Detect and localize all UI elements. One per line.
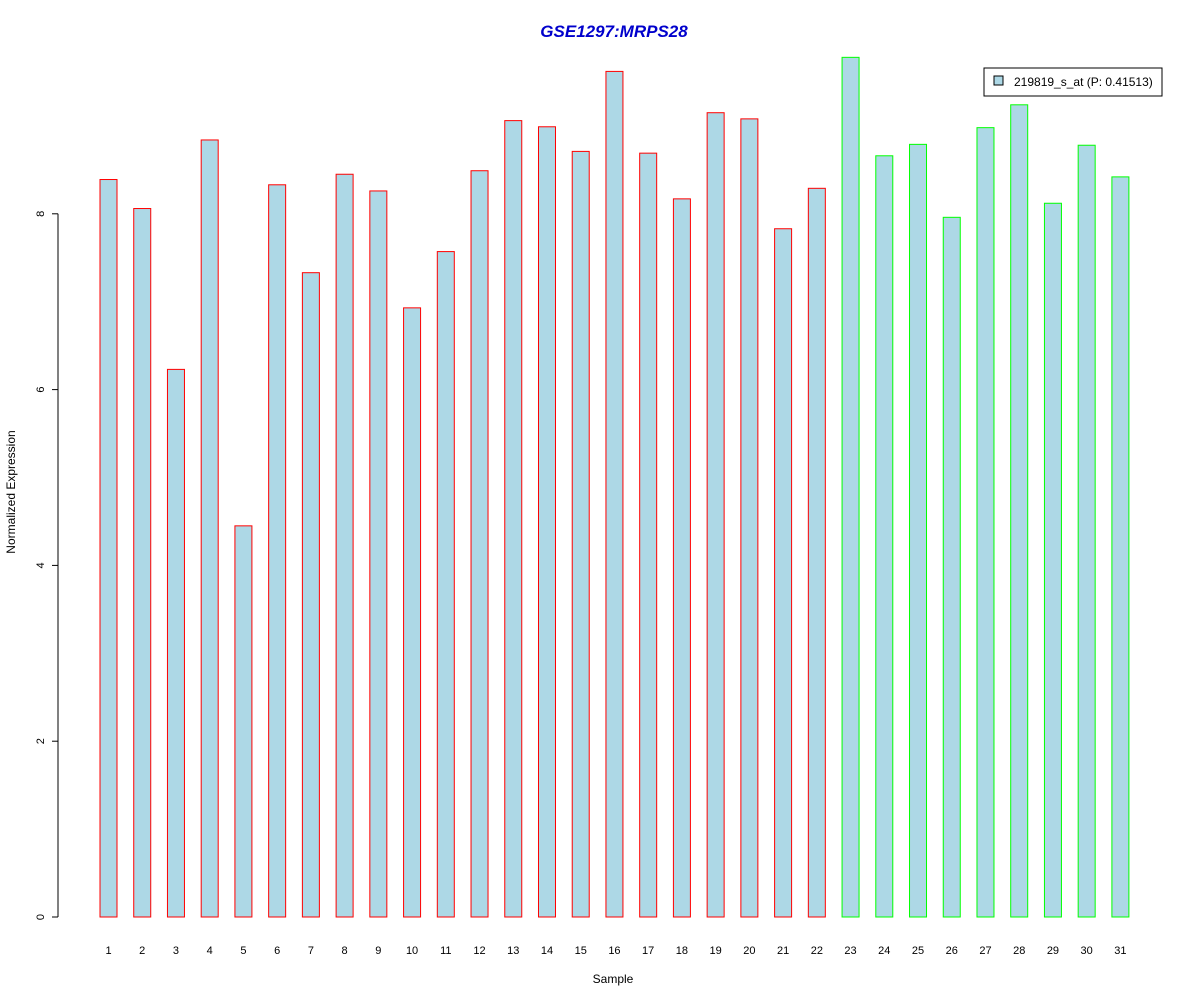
legend-label: 219819_s_at (P: 0.41513) [1014, 75, 1153, 89]
x-tick-label: 17 [642, 945, 654, 957]
bar [1077, 144, 1096, 918]
bar [1010, 104, 1029, 918]
x-tick-label: 16 [608, 945, 620, 957]
bar [740, 118, 759, 918]
x-tick-label: 9 [375, 945, 381, 957]
bar [706, 112, 725, 918]
bar [942, 216, 961, 918]
bar [99, 179, 118, 918]
y-tick-label: 4 [35, 562, 47, 568]
x-tick-label: 10 [406, 945, 418, 957]
bar [470, 170, 489, 918]
legend-box [983, 67, 1163, 97]
y-tick-label: 6 [35, 387, 47, 393]
x-tick-label: 24 [878, 945, 890, 957]
bar [807, 187, 826, 918]
x-tick-label: 4 [207, 945, 213, 957]
bar [335, 173, 354, 918]
bar [571, 150, 590, 918]
x-tick-label: 6 [274, 945, 280, 957]
x-tick-label: 2 [139, 945, 145, 957]
bar [875, 155, 894, 918]
x-tick-label: 13 [507, 945, 519, 957]
x-tick-label: 1 [105, 945, 111, 957]
x-tick-label: 19 [710, 945, 722, 957]
x-tick-label: 22 [811, 945, 823, 957]
bar [639, 152, 658, 918]
x-tick-label: 5 [240, 945, 246, 957]
bar [403, 307, 422, 918]
bar [841, 56, 860, 918]
x-tick-label: 11 [440, 945, 451, 957]
x-tick-label: 27 [979, 945, 991, 957]
x-tick-label: 21 [777, 945, 789, 957]
bar [301, 272, 320, 918]
x-tick-label: 3 [173, 945, 179, 957]
x-tick-label: 20 [743, 945, 755, 957]
x-tick-label: 12 [473, 945, 485, 957]
y-tick-label: 2 [35, 738, 47, 744]
y-tick-label: 8 [35, 211, 47, 217]
y-tick-label: 0 [35, 914, 47, 920]
x-axis-label: Sample [593, 972, 634, 986]
bar [537, 126, 556, 918]
x-tick-label: 25 [912, 945, 924, 957]
bar [976, 127, 995, 918]
bar [234, 525, 253, 918]
x-tick-label: 28 [1013, 945, 1025, 957]
legend: 219819_s_at (P: 0.41513) [983, 67, 1163, 97]
legend-swatch [993, 75, 1004, 86]
bar [504, 120, 523, 918]
bar [605, 70, 624, 918]
bar [436, 251, 455, 918]
x-tick-label: 15 [575, 945, 587, 957]
bar [133, 208, 152, 918]
bar [672, 198, 691, 918]
x-tick-label: 31 [1114, 945, 1126, 957]
x-tick-label: 30 [1081, 945, 1093, 957]
bar [1043, 202, 1062, 918]
chart-title: GSE1297:MRPS28 [540, 22, 688, 41]
x-tick-labels: 1 2 3 4 5 6 7 8 9 10 11 12 13 14 15 16 17 18 19 20 21 22 23 24 2… [105, 945, 1126, 957]
bars [99, 56, 1130, 918]
x-tick-label: 29 [1047, 945, 1059, 957]
bar [909, 143, 928, 918]
bar [268, 184, 287, 918]
x-tick-label: 26 [946, 945, 958, 957]
x-tick-label: 18 [676, 945, 688, 957]
bar [369, 190, 388, 918]
x-tick-label: 23 [844, 945, 856, 957]
bar [1111, 176, 1130, 918]
bar [200, 139, 219, 918]
bar [774, 228, 793, 918]
bar [166, 368, 185, 918]
x-tick-label: 8 [342, 945, 348, 957]
x-tick-label: 14 [541, 945, 553, 957]
x-tick-label: 7 [308, 945, 314, 957]
y-axis-label: Normalized Expression [4, 430, 18, 553]
y-axis: 0 2 4 6 8 [35, 211, 59, 920]
